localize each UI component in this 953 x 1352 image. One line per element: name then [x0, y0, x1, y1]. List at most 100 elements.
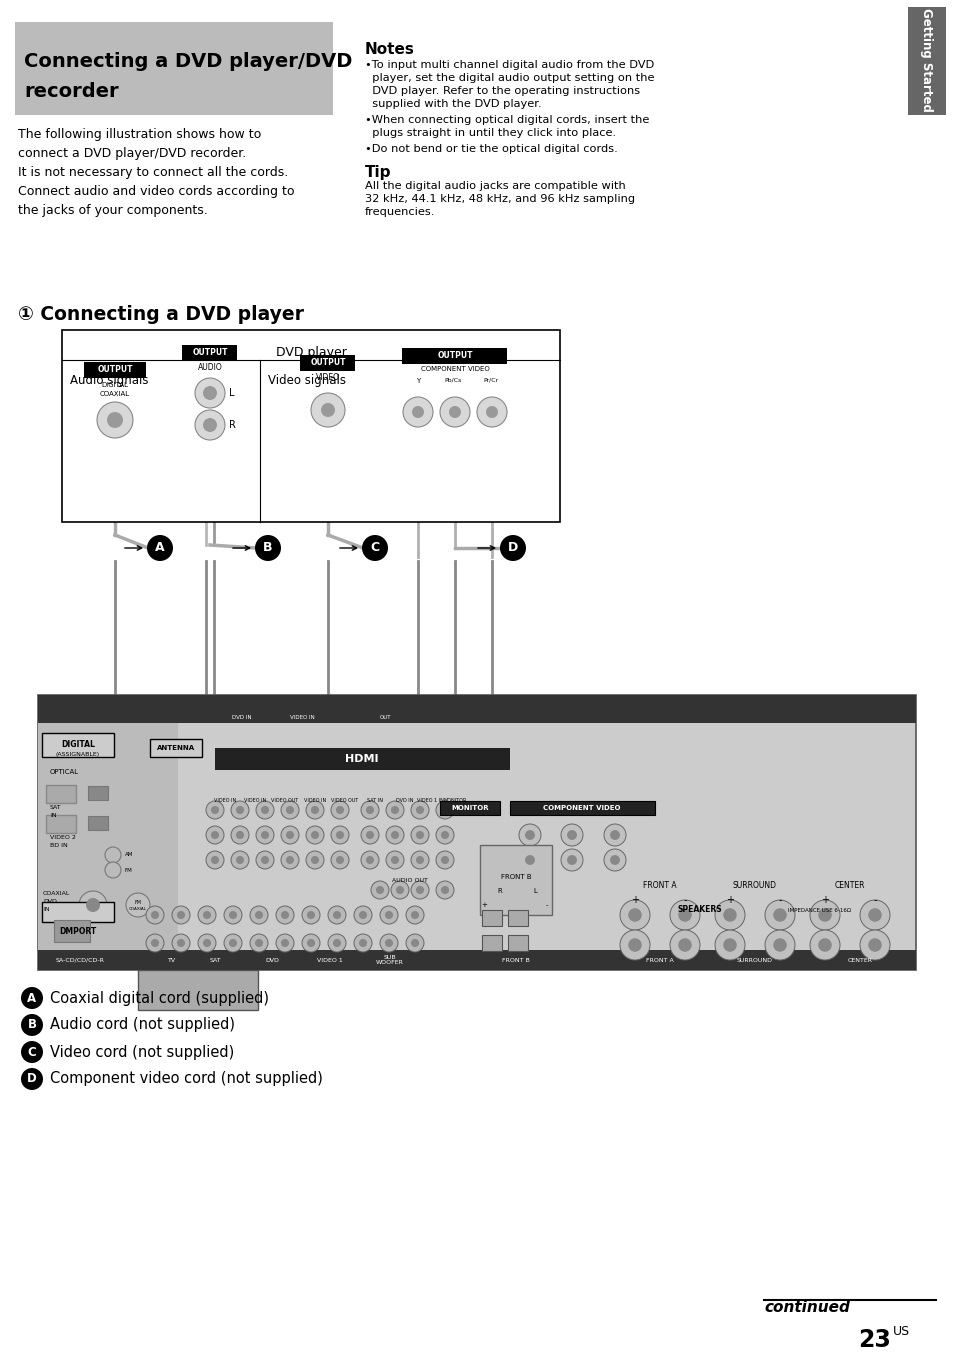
Text: -: - [545, 902, 548, 909]
Circle shape [354, 906, 372, 923]
Circle shape [366, 831, 374, 840]
Circle shape [518, 849, 540, 871]
Text: player, set the digital audio output setting on the: player, set the digital audio output set… [365, 73, 654, 82]
Circle shape [395, 886, 404, 894]
Circle shape [105, 863, 121, 877]
Circle shape [331, 850, 349, 869]
Text: •When connecting optical digital cords, insert the: •When connecting optical digital cords, … [365, 115, 649, 124]
Text: Audio signals: Audio signals [70, 375, 149, 387]
Text: D: D [27, 1072, 37, 1086]
Text: +: + [480, 902, 486, 909]
Text: US: US [892, 1325, 909, 1338]
Bar [510, 800, 655, 815]
Circle shape [518, 823, 540, 846]
Circle shape [194, 410, 225, 439]
Text: All the digital audio jacks are compatible with: All the digital audio jacks are compatib… [365, 181, 625, 191]
Text: -: - [872, 895, 876, 904]
Text: Y: Y [416, 379, 419, 384]
Circle shape [411, 826, 429, 844]
Circle shape [867, 909, 881, 922]
Text: supplied with the DVD player.: supplied with the DVD player. [365, 99, 541, 110]
Text: FRONT A: FRONT A [642, 880, 676, 890]
Text: connect a DVD player/DVD recorder.: connect a DVD player/DVD recorder. [18, 147, 246, 160]
Circle shape [306, 850, 324, 869]
Text: L: L [533, 888, 537, 894]
Circle shape [147, 535, 172, 561]
Circle shape [206, 850, 224, 869]
Circle shape [335, 856, 344, 864]
Circle shape [21, 1014, 43, 1036]
Circle shape [764, 900, 794, 930]
Circle shape [302, 906, 319, 923]
Circle shape [678, 909, 691, 922]
Circle shape [211, 856, 219, 864]
Circle shape [722, 909, 736, 922]
Text: VIDEO OUT: VIDEO OUT [271, 798, 298, 803]
Bar [150, 740, 202, 757]
Text: The following illustration shows how to: The following illustration shows how to [18, 128, 261, 141]
Circle shape [476, 397, 506, 427]
Text: COAXIAL: COAXIAL [43, 891, 71, 896]
Circle shape [311, 393, 345, 427]
Text: COAXIAL: COAXIAL [100, 391, 130, 397]
Text: D: D [507, 542, 517, 554]
Text: VIDEO IN: VIDEO IN [290, 715, 314, 721]
Text: VIDEO 1 IN: VIDEO 1 IN [416, 798, 443, 803]
Text: It is not necessary to connect all the cords.: It is not necessary to connect all the c… [18, 166, 288, 178]
Bar [479, 845, 552, 915]
Circle shape [411, 911, 418, 919]
Text: C: C [28, 1045, 36, 1059]
Text: BD IN: BD IN [50, 844, 68, 848]
Bar [182, 345, 237, 361]
Text: +: + [821, 895, 828, 904]
Circle shape [379, 934, 397, 952]
Text: Tip: Tip [365, 165, 391, 180]
Circle shape [560, 849, 582, 871]
Bar [507, 936, 527, 950]
Circle shape [333, 938, 340, 946]
Circle shape [386, 826, 403, 844]
Text: C: C [370, 542, 379, 554]
Circle shape [151, 938, 159, 946]
Circle shape [250, 906, 268, 923]
Circle shape [335, 806, 344, 814]
Text: 23: 23 [857, 1328, 890, 1352]
Circle shape [416, 806, 423, 814]
Text: DVD IN: DVD IN [395, 798, 414, 803]
Circle shape [386, 850, 403, 869]
Circle shape [172, 906, 190, 923]
Circle shape [224, 934, 242, 952]
Bar [38, 950, 915, 969]
Circle shape [436, 882, 454, 899]
Text: •To input multi channel digital audio from the DVD: •To input multi channel digital audio fr… [365, 59, 654, 70]
Text: OUTPUT: OUTPUT [97, 365, 132, 375]
Circle shape [371, 882, 389, 899]
Text: A: A [155, 542, 165, 554]
Circle shape [254, 911, 263, 919]
Circle shape [261, 856, 269, 864]
Circle shape [402, 397, 433, 427]
Circle shape [254, 535, 281, 561]
Text: Video signals: Video signals [268, 375, 346, 387]
Bar [402, 347, 507, 364]
Circle shape [360, 850, 378, 869]
Circle shape [385, 938, 393, 946]
Circle shape [411, 938, 418, 946]
Circle shape [619, 900, 649, 930]
Text: SAT: SAT [50, 804, 62, 810]
Circle shape [867, 938, 881, 952]
Text: FRONT A: FRONT A [645, 957, 673, 963]
Text: the jacks of your components.: the jacks of your components. [18, 204, 208, 218]
Text: Audio cord (not supplied): Audio cord (not supplied) [50, 1018, 234, 1033]
Circle shape [254, 938, 263, 946]
Bar [907, 7, 945, 115]
Text: AUDIO: AUDIO [197, 362, 222, 372]
Circle shape [231, 826, 249, 844]
Circle shape [416, 831, 423, 840]
Text: continued: continued [763, 1301, 849, 1315]
Circle shape [211, 831, 219, 840]
Circle shape [306, 826, 324, 844]
Circle shape [360, 800, 378, 819]
Circle shape [714, 900, 744, 930]
Circle shape [198, 934, 215, 952]
